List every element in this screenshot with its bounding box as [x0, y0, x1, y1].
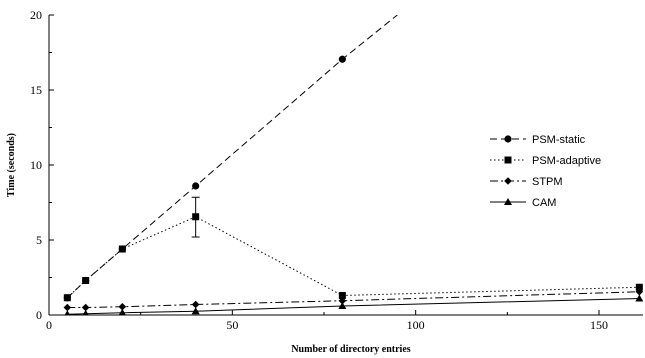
data-point — [338, 55, 346, 63]
legend-label: PSM-adaptive — [532, 155, 601, 167]
legend-entry: STPM — [490, 176, 563, 188]
legend-label: STPM — [532, 176, 563, 188]
y-tick-label: 20 — [30, 8, 42, 22]
data-point — [635, 283, 643, 291]
legend-marker — [504, 177, 512, 185]
series-line — [66, 216, 640, 299]
y-tick-label: 10 — [30, 158, 42, 172]
y-tick-label: 0 — [36, 308, 42, 322]
data-point — [81, 303, 90, 312]
data-point — [63, 294, 71, 302]
data-point — [82, 277, 90, 284]
data-point — [63, 303, 72, 312]
axes: 0 5 10 15 20 0 50 100 150 — [30, 8, 643, 332]
x-tick-label: 0 — [46, 318, 52, 332]
legend: PSM-static PSM-adaptive STPM CAM — [490, 134, 601, 209]
x-tick-label: 50 — [226, 318, 238, 332]
legend-marker — [504, 135, 512, 143]
data-point — [338, 302, 347, 309]
x-axis-label: Number of directory entries — [291, 344, 410, 355]
data-point — [64, 310, 71, 315]
series-line — [67, 298, 640, 315]
series-psm-static — [63, 15, 398, 302]
x-tick-label: 150 — [590, 318, 608, 332]
legend-entry: CAM — [490, 197, 556, 209]
legend-label: CAM — [532, 197, 556, 209]
data-point — [82, 309, 89, 315]
data-point — [192, 182, 200, 190]
series-psm-adaptive — [63, 196, 643, 302]
legend-marker — [504, 198, 512, 205]
y-tick-label: 15 — [30, 83, 42, 97]
legend-entry: PSM-static — [490, 134, 586, 146]
data-point — [118, 302, 127, 311]
data-point — [635, 287, 643, 296]
data-point — [118, 245, 126, 253]
plot-area — [63, 15, 643, 315]
data-point — [338, 292, 346, 299]
data-point — [118, 308, 126, 315]
data-point — [338, 296, 347, 305]
y-axis-label: Time (seconds) — [6, 133, 17, 197]
series-line — [67, 291, 640, 308]
data-point — [191, 300, 200, 309]
series-cam — [64, 294, 643, 315]
legend-entry: PSM-adaptive — [490, 155, 601, 167]
series-stpm — [63, 287, 643, 312]
legend-label: PSM-static — [532, 134, 586, 146]
data-point — [191, 307, 200, 315]
x-tick-label: 100 — [407, 318, 425, 332]
data-point — [635, 294, 643, 302]
data-point — [192, 213, 200, 221]
legend-marker — [504, 156, 512, 164]
series-line — [66, 15, 398, 299]
y-tick-label: 5 — [36, 233, 42, 247]
